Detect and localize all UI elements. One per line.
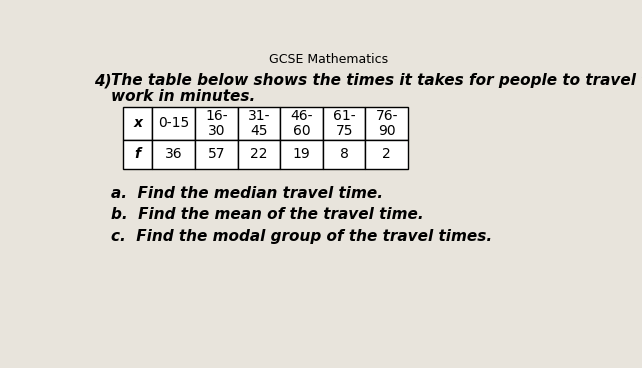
Text: 31-
45: 31- 45: [248, 109, 270, 138]
Text: 16-
30: 16- 30: [205, 109, 227, 138]
Text: 4): 4): [94, 74, 112, 88]
Bar: [280, 107, 323, 139]
Bar: [123, 139, 152, 169]
Text: 61-
75: 61- 75: [333, 109, 356, 138]
Text: 0-15: 0-15: [158, 116, 189, 131]
Text: b.  Find the mean of the travel time.: b. Find the mean of the travel time.: [111, 208, 424, 222]
Bar: [323, 139, 365, 169]
Text: 36: 36: [165, 147, 182, 161]
Text: 57: 57: [207, 147, 225, 161]
Text: 22: 22: [250, 147, 268, 161]
Bar: [152, 139, 195, 169]
Text: c.  Find the modal group of the travel times.: c. Find the modal group of the travel ti…: [111, 229, 492, 244]
Bar: [280, 139, 323, 169]
Text: f: f: [135, 147, 141, 161]
Bar: [123, 107, 152, 139]
Text: x: x: [133, 116, 142, 131]
Text: a.  Find the median travel time.: a. Find the median travel time.: [111, 186, 383, 201]
Text: GCSE Mathematics: GCSE Mathematics: [270, 53, 388, 66]
Bar: [152, 107, 195, 139]
Text: work in minutes.: work in minutes.: [111, 89, 256, 104]
Bar: [238, 139, 280, 169]
Bar: [195, 139, 238, 169]
Bar: [365, 107, 408, 139]
Bar: [238, 107, 280, 139]
Bar: [323, 107, 365, 139]
Text: The table below shows the times it takes for people to travel to: The table below shows the times it takes…: [111, 74, 642, 88]
Text: 46-
60: 46- 60: [290, 109, 313, 138]
Text: 2: 2: [383, 147, 391, 161]
Bar: [195, 107, 238, 139]
Text: 76-
90: 76- 90: [376, 109, 398, 138]
Bar: [365, 139, 408, 169]
Text: 19: 19: [293, 147, 310, 161]
Text: 8: 8: [340, 147, 349, 161]
